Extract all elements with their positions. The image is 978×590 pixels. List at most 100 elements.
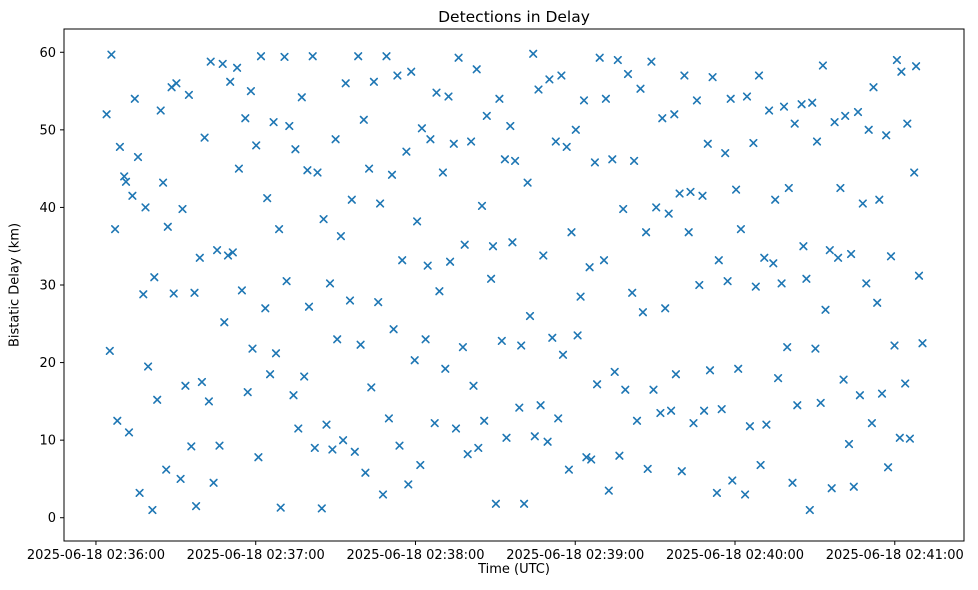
- data-point-marker: [799, 242, 808, 251]
- data-point-marker: [914, 271, 924, 280]
- data-point-marker: [111, 225, 120, 234]
- data-point-marker: [818, 61, 827, 70]
- data-point-marker: [382, 52, 391, 61]
- data-point-marker: [387, 170, 397, 179]
- y-tick-label: 10: [39, 434, 56, 449]
- data-point-marker: [365, 164, 374, 173]
- data-point-marker: [595, 53, 604, 62]
- x-tick-label: 2025-06-18 02:37:00: [187, 548, 325, 563]
- data-point-marker: [263, 194, 272, 203]
- data-point-marker: [545, 75, 554, 84]
- data-point-marker: [148, 505, 157, 515]
- data-point-marker: [769, 259, 778, 268]
- data-point-marker: [495, 94, 504, 103]
- data-point-marker: [784, 183, 793, 193]
- data-point-marker: [643, 464, 652, 473]
- data-point-marker: [717, 405, 726, 414]
- data-point-marker: [548, 333, 557, 342]
- data-point-marker: [469, 381, 478, 390]
- data-point-marker: [844, 439, 854, 449]
- data-point-marker: [243, 388, 252, 397]
- data-point-marker: [233, 63, 242, 72]
- data-point-marker: [303, 166, 312, 175]
- data-point-marker: [582, 453, 591, 462]
- data-point-marker: [181, 381, 190, 390]
- data-point-marker: [356, 340, 365, 349]
- data-point-marker: [912, 62, 921, 71]
- data-point-marker: [285, 121, 294, 131]
- data-point-marker: [558, 350, 568, 359]
- data-point-marker: [793, 401, 802, 410]
- data-point-marker: [515, 403, 524, 412]
- data-point-marker: [708, 73, 717, 82]
- data-point-marker: [736, 225, 745, 234]
- data-point-marker: [500, 155, 509, 164]
- data-point-marker: [642, 228, 651, 237]
- data-point-marker: [454, 53, 463, 62]
- data-point-marker: [608, 155, 617, 164]
- data-point-marker: [604, 486, 613, 495]
- data-point-marker: [333, 335, 342, 344]
- data-point-marker: [788, 478, 797, 487]
- data-point-marker: [150, 273, 159, 282]
- data-point-marker: [393, 71, 402, 80]
- data-point-marker: [178, 204, 187, 214]
- data-point-marker: [918, 339, 927, 348]
- data-point-marker: [576, 292, 585, 301]
- data-point-marker: [712, 488, 721, 497]
- data-point-marker: [280, 52, 289, 61]
- data-point-marker: [573, 331, 582, 340]
- data-point-marker: [830, 118, 839, 127]
- data-point-marker: [873, 298, 882, 307]
- data-point-marker: [890, 341, 899, 350]
- data-point-marker: [162, 465, 171, 474]
- data-point-marker: [218, 59, 227, 68]
- data-point-marker: [294, 424, 303, 433]
- data-point-marker: [790, 119, 799, 128]
- data-point-marker: [506, 121, 515, 131]
- data-point-marker: [812, 137, 822, 146]
- data-point-marker: [779, 102, 789, 111]
- data-point-marker: [754, 71, 764, 80]
- data-point-marker: [413, 217, 422, 226]
- data-point-marker: [241, 114, 250, 123]
- data-point-marker: [623, 69, 633, 79]
- data-point-marker: [435, 287, 444, 296]
- data-point-marker: [783, 343, 792, 352]
- data-point-marker: [206, 57, 215, 66]
- data-point-marker: [141, 203, 150, 212]
- data-point-marker: [853, 107, 863, 117]
- data-point-marker: [882, 131, 891, 140]
- data-point-marker: [246, 87, 255, 96]
- data-point-marker: [350, 447, 359, 456]
- data-point-marker: [705, 366, 715, 375]
- data-point-marker: [426, 135, 435, 144]
- data-point-marker: [417, 124, 426, 133]
- data-point-marker: [632, 416, 642, 425]
- data-point-marker: [480, 416, 489, 425]
- data-point-marker: [652, 203, 661, 212]
- data-point-marker: [384, 414, 393, 423]
- data-point-marker: [765, 106, 774, 115]
- data-point-marker: [864, 125, 873, 134]
- data-point-marker: [867, 419, 876, 428]
- data-point-marker: [621, 385, 630, 394]
- data-point-marker: [858, 199, 867, 208]
- data-point-marker: [297, 93, 306, 102]
- y-tick-label: 20: [39, 356, 56, 371]
- data-point-marker: [105, 346, 114, 355]
- data-point-marker: [460, 240, 469, 249]
- data-point-marker: [808, 98, 817, 107]
- data-point-marker: [677, 467, 686, 476]
- data-point-marker: [502, 433, 511, 442]
- data-point-marker: [777, 279, 786, 288]
- data-point-marker: [359, 115, 368, 124]
- data-point-marker: [310, 443, 319, 452]
- data-point-marker: [834, 253, 843, 262]
- data-point-marker: [463, 450, 472, 459]
- data-point-marker: [862, 279, 871, 288]
- data-point-marker: [361, 468, 370, 477]
- data-point-marker: [339, 436, 348, 445]
- data-point-marker: [209, 478, 218, 487]
